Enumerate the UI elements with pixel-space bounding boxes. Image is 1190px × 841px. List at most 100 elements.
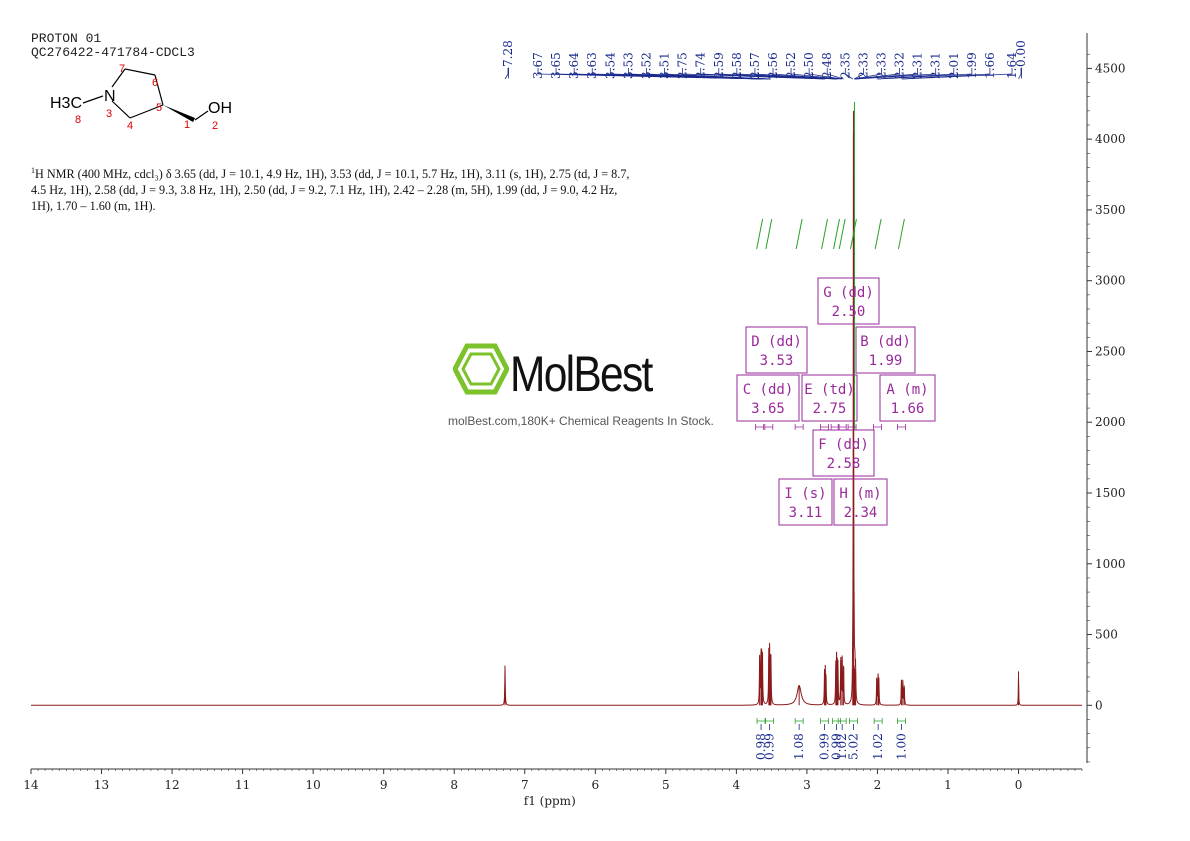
- atom-number: 4: [127, 120, 133, 132]
- multiplet-range: [794, 424, 804, 430]
- superscript-one: 1: [31, 166, 35, 175]
- peak-label-connector: [853, 73, 864, 80]
- integral-curve: [874, 218, 882, 250]
- integral-value: 1.08: [792, 733, 806, 760]
- multiplet-shift: 3.53: [760, 353, 794, 369]
- multiplet-shift: 2.58: [827, 456, 861, 472]
- multiplet-range: [755, 424, 765, 430]
- peak-label-connector: [772, 73, 838, 80]
- integral-value: 1.00: [894, 733, 908, 760]
- multiplet-label: F (dd): [818, 437, 869, 453]
- hydroxyl-label: OH: [208, 100, 232, 117]
- multiplet-label: H (m): [839, 486, 881, 502]
- multiplet-shift: 2.50: [832, 304, 866, 320]
- y-tick-label: 1500: [1095, 486, 1126, 500]
- integral-curve: [833, 218, 841, 250]
- integral-value: 0.98: [754, 733, 768, 760]
- integral-value: 1.02: [835, 733, 849, 760]
- peak-label-connector: [791, 73, 841, 80]
- atom-number: 1: [184, 119, 190, 131]
- spectrum-title: PROTON 01: [31, 31, 102, 46]
- peak-label: 2.33: [874, 52, 888, 79]
- peak-label-connector: [664, 73, 771, 80]
- peak-label-connector: [854, 73, 882, 80]
- integral-curve: [838, 218, 846, 250]
- integral-bracket: [897, 718, 906, 724]
- spectrum-trace: [31, 133, 1082, 706]
- multiplet-label: E (td): [804, 382, 855, 398]
- x-tick-label: 13: [94, 778, 109, 792]
- x-tick-label: 7: [521, 778, 529, 792]
- multiplet-box: [817, 277, 880, 325]
- atom-number: 2: [212, 120, 218, 132]
- multiplet-label: C (dd): [743, 382, 794, 398]
- peak-label: 2.32: [893, 52, 907, 79]
- peak-label-connector: [700, 73, 826, 80]
- integral-value: 1.02: [871, 733, 885, 760]
- multiplet-shift: 2.75: [813, 401, 847, 417]
- peak-label: 2.59: [712, 52, 726, 79]
- y-tick-label: 0: [1095, 698, 1103, 712]
- multiplet-shift: 3.11: [789, 505, 823, 521]
- x-tick-label: 1: [944, 778, 952, 792]
- y-tick-label: 3000: [1095, 274, 1126, 288]
- integral-bracket: [837, 718, 847, 724]
- peak-label-connector: [878, 73, 972, 80]
- atom-number: 8: [75, 114, 81, 126]
- multiplet-range: [764, 424, 774, 430]
- peak-label-connector: [902, 73, 1013, 80]
- peak-label: 2.01: [947, 52, 961, 79]
- peak-label: 2.48: [820, 52, 834, 79]
- multiplet-shift: 2.34: [844, 505, 878, 521]
- integral-curve: [849, 218, 857, 250]
- peak-label-connector: [827, 73, 844, 80]
- x-tick-label: 10: [306, 778, 321, 792]
- x-tick-label: 2: [874, 778, 882, 792]
- watermark-logo: [453, 343, 509, 395]
- integral-bracket: [765, 718, 774, 724]
- peak-label: 1.66: [983, 52, 997, 79]
- peak-label-connector: [504, 73, 509, 80]
- peak-label: 1.64: [1005, 52, 1019, 79]
- x-tick-label: 3: [803, 778, 811, 792]
- x-tick-label: 8: [450, 778, 458, 792]
- multiplet-label: G (dd): [823, 285, 874, 301]
- peak-label: 2.58: [730, 52, 744, 79]
- multiplet-box: [855, 326, 916, 374]
- peak-label: 2.52: [784, 52, 798, 79]
- x-tick-label: 4: [733, 778, 741, 792]
- integral-value: 0.99: [818, 733, 832, 760]
- y-tick-label: 3500: [1095, 203, 1126, 217]
- nmr-description: 1H NMR (400 MHz, cdcl₃) δ 3.65 (dd, J = …: [31, 163, 631, 214]
- peak-label: 3.53: [621, 52, 635, 79]
- multiplet-range: [820, 424, 829, 430]
- integral-bracket: [849, 718, 858, 724]
- x-tick-label: 0: [1015, 778, 1023, 792]
- multiplet-label: I (s): [784, 486, 826, 502]
- peak-label: —7.28: [501, 40, 515, 79]
- watermark-tagline: molBest.com,180K+ Chemical Reagents In S…: [448, 414, 714, 428]
- integral-bracket: [794, 718, 804, 724]
- y-tick-label: 4000: [1095, 132, 1126, 146]
- multiplet-range: [873, 424, 882, 430]
- peak-label: 2.74: [694, 52, 708, 79]
- multiplet-shift: 1.66: [891, 401, 925, 417]
- multiplet-range: [837, 424, 847, 430]
- x-tick-label: 11: [235, 778, 250, 792]
- atom-number: 6: [152, 77, 158, 89]
- y-tick-label: 4500: [1095, 61, 1126, 75]
- multiplet-box: [745, 326, 808, 374]
- integral-curve: [897, 218, 905, 250]
- peak-label: 2.56: [766, 52, 780, 79]
- multiplet-box: [833, 478, 888, 526]
- peak-label-connector: [1018, 73, 1022, 80]
- multiplet-label: B (dd): [860, 334, 911, 350]
- y-tick-label: 500: [1095, 628, 1118, 642]
- integral-curve: [765, 218, 773, 250]
- atom-number: 5: [156, 102, 162, 114]
- multiplet-label: D (dd): [751, 334, 802, 350]
- y-tick-label: 2500: [1095, 344, 1126, 358]
- peak-label: 2.35: [838, 52, 852, 79]
- peak-label: 3.64: [567, 52, 581, 79]
- methyl-label: H3C: [50, 95, 82, 112]
